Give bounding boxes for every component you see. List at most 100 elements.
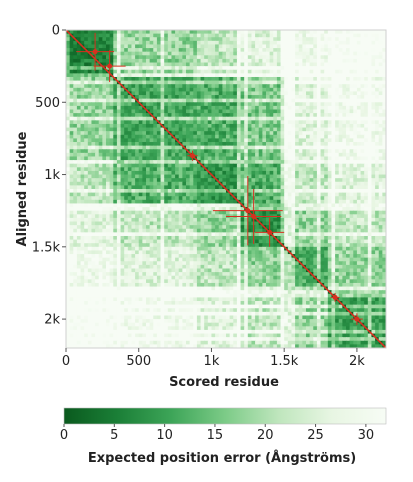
- heatmap-cell: [342, 55, 347, 60]
- heatmap-cell: [313, 44, 318, 49]
- heatmap-cell: [189, 120, 194, 125]
- heatmap-cell: [167, 95, 173, 100]
- heatmap-cell: [138, 109, 143, 114]
- heatmap-cell: [291, 210, 296, 215]
- heatmap-cell: [280, 160, 285, 165]
- heatmap-cell: [255, 91, 260, 96]
- heatmap-cell: [302, 189, 307, 194]
- heatmap-cell: [356, 228, 362, 233]
- heatmap-cell: [95, 138, 100, 143]
- heatmap-cell: [331, 145, 336, 150]
- heatmap-cell: [160, 210, 165, 215]
- heatmap-cell: [69, 120, 74, 125]
- heatmap-cell: [146, 51, 151, 56]
- heatmap-cell: [240, 66, 245, 71]
- heatmap-cell: [338, 131, 343, 136]
- heatmap-cell: [127, 214, 133, 219]
- heatmap-cell: [306, 66, 311, 71]
- heatmap-cell: [84, 163, 89, 168]
- heatmap-cell: [120, 192, 125, 197]
- heatmap-cell: [218, 30, 223, 35]
- heatmap-cell: [316, 48, 322, 53]
- heatmap-cell: [320, 80, 325, 85]
- heatmap-cell: [193, 142, 198, 147]
- heatmap-cell: [324, 40, 329, 46]
- heatmap-cell: [200, 51, 205, 56]
- heatmap-cell: [360, 55, 365, 60]
- heatmap-cell: [66, 73, 71, 78]
- heatmap-cell: [313, 69, 318, 74]
- heatmap-cell: [98, 178, 103, 183]
- heatmap-cell: [87, 95, 93, 100]
- heatmap-cell: [364, 123, 369, 129]
- heatmap-cell: [240, 217, 245, 223]
- heatmap-cell: [262, 80, 267, 85]
- heatmap-cell: [91, 95, 96, 100]
- heatmap-cell: [375, 196, 380, 201]
- heatmap-cell: [360, 44, 365, 49]
- heatmap-cell: [193, 214, 198, 219]
- heatmap-cell: [178, 102, 183, 107]
- heatmap-cell: [247, 170, 253, 176]
- heatmap-cell: [109, 66, 114, 71]
- heatmap-cell: [229, 37, 234, 42]
- heatmap-cell: [327, 127, 333, 132]
- heatmap-cell: [298, 30, 303, 35]
- heatmap-cell: [367, 214, 373, 219]
- heatmap-cell: [135, 170, 140, 176]
- heatmap-cell: [171, 123, 176, 129]
- heatmap-cell: [200, 149, 205, 154]
- heatmap-cell: [218, 95, 223, 100]
- heatmap-cell: [131, 160, 136, 165]
- heatmap-cell: [258, 225, 263, 230]
- heatmap-cell: [320, 87, 325, 93]
- heatmap-cell: [240, 62, 245, 67]
- heatmap-cell: [193, 131, 198, 136]
- heatmap-cell: [313, 76, 318, 82]
- heatmap-cell: [244, 127, 249, 132]
- heatmap-cell: [207, 214, 213, 219]
- heatmap-cell: [207, 232, 213, 237]
- heatmap-cell: [335, 37, 340, 42]
- heatmap-cell: [240, 189, 245, 194]
- heatmap-cell: [258, 149, 263, 154]
- heatmap-cell: [324, 113, 329, 118]
- heatmap-cell: [382, 116, 386, 121]
- heatmap-cell: [287, 192, 293, 197]
- heatmap-cell: [364, 91, 369, 96]
- heatmap-cell: [156, 58, 162, 64]
- heatmap-cell: [196, 189, 202, 194]
- heatmap-cell: [240, 102, 245, 107]
- heatmap-cell: [149, 192, 154, 197]
- heatmap-cell: [175, 33, 180, 38]
- heatmap-cell: [171, 116, 176, 121]
- heatmap-cell: [156, 178, 162, 183]
- heatmap-cell: [178, 210, 183, 215]
- heatmap-cell: [335, 69, 340, 74]
- heatmap-cell: [291, 134, 296, 140]
- heatmap-cell: [80, 69, 85, 74]
- heatmap-cell: [149, 221, 154, 226]
- heatmap-cell: [189, 145, 194, 150]
- heatmap-cell: [204, 123, 209, 129]
- heatmap-cell: [66, 58, 71, 64]
- heatmap-cell: [207, 181, 213, 186]
- heatmap-cell: [182, 30, 187, 35]
- heatmap-cell: [84, 192, 89, 197]
- heatmap-cell: [207, 167, 213, 172]
- heatmap-cell: [142, 174, 147, 179]
- heatmap-cell: [113, 98, 118, 103]
- heatmap-cell: [302, 51, 307, 56]
- heatmap-cell: [171, 138, 176, 143]
- heatmap-cell: [142, 217, 147, 223]
- heatmap-cell: [73, 163, 78, 168]
- heatmap-cell: [171, 102, 176, 107]
- heatmap-cell: [287, 217, 293, 223]
- heatmap-cell: [207, 134, 213, 140]
- heatmap-cell: [258, 120, 263, 125]
- heatmap-cell: [84, 156, 89, 161]
- heatmap-cell: [160, 37, 165, 42]
- heatmap-cell: [349, 116, 354, 121]
- heatmap-cell: [306, 44, 311, 49]
- heatmap-cell: [382, 214, 386, 219]
